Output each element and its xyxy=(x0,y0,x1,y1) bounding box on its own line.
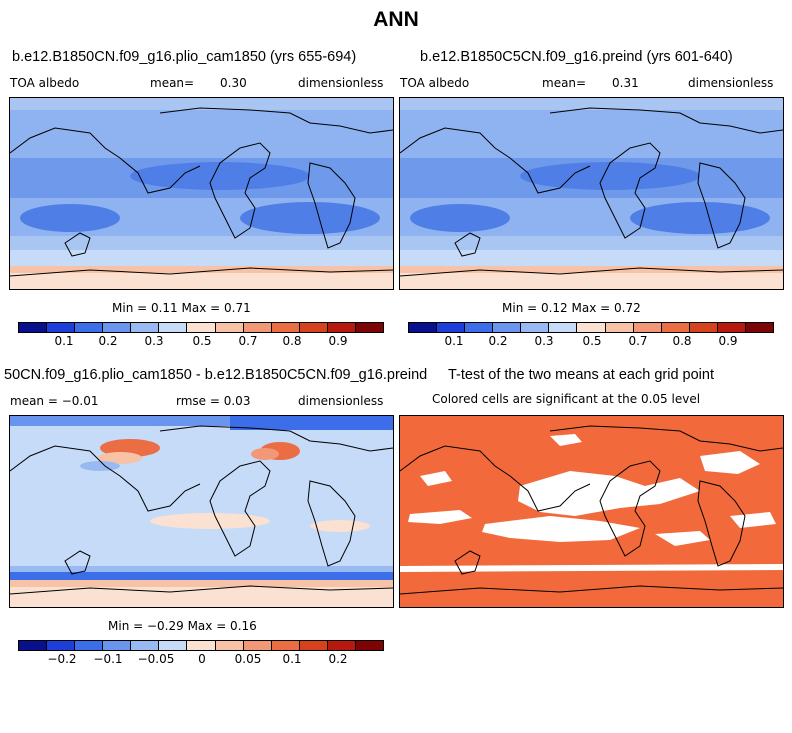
colorbar-tick-label: 0.3 xyxy=(534,334,554,348)
colorbar-swatch xyxy=(187,323,216,332)
colorbar-tick-label: 0.9 xyxy=(328,334,348,348)
colorbar-swatch xyxy=(327,323,356,332)
colorbar-tick-label: 0.1 xyxy=(54,334,74,348)
colorbar-swatch xyxy=(243,641,272,650)
colorbar-abs-right xyxy=(408,322,774,333)
colorbar-tick-label: 0.1 xyxy=(444,334,464,348)
colorbar-swatch xyxy=(493,323,522,332)
colorbar-tick-label: −0.2 xyxy=(47,652,77,666)
colorbar-tick-label: 0.7 xyxy=(628,334,648,348)
colorbar-abs-left xyxy=(18,322,384,333)
colorbar-tick-label: 0 xyxy=(198,652,206,666)
colorbar-swatch xyxy=(355,323,384,332)
panel4-subtitle: Colored cells are significant at the 0.0… xyxy=(432,392,701,406)
colorbar-abs-left-ticks: 0.1 0.2 0.3 0.5 0.7 0.8 0.9 xyxy=(18,334,384,350)
panel1-map-svg xyxy=(10,98,393,289)
colorbar-tick-label: 0.3 xyxy=(144,334,164,348)
colorbar-swatch xyxy=(215,323,244,332)
colorbar-swatch xyxy=(661,323,690,332)
colorbar-swatch xyxy=(187,641,216,650)
panel3-units: dimensionless xyxy=(298,394,384,408)
page-title: ANN xyxy=(373,8,419,31)
colorbar-swatch xyxy=(521,323,550,332)
colorbar-tick-label: −0.05 xyxy=(137,652,175,666)
colorbar-tick-label: 0.5 xyxy=(192,334,212,348)
colorbar-swatch xyxy=(131,323,160,332)
panel3-map xyxy=(9,415,394,608)
panel2-variable: TOA albedo xyxy=(400,76,470,90)
panel2-mean-label: mean= xyxy=(542,76,587,90)
colorbar-tick-label: 0.8 xyxy=(672,334,692,348)
colorbar-swatch xyxy=(75,641,104,650)
colorbar-tick-label: 0.2 xyxy=(328,652,348,666)
colorbar-tick-label: −0.1 xyxy=(93,652,123,666)
panel2-mean-value: 0.31 xyxy=(612,76,639,90)
colorbar-swatch xyxy=(75,323,104,332)
colorbar-swatch xyxy=(103,641,132,650)
colorbar-swatch xyxy=(47,323,76,332)
panel2-units: dimensionless xyxy=(688,76,774,90)
colorbar-tick-label: 0.2 xyxy=(488,334,508,348)
colorbar-swatch xyxy=(299,641,328,650)
colorbar-swatch xyxy=(159,323,188,332)
colorbar-tick-label: 0.05 xyxy=(234,652,262,666)
panel4-map xyxy=(399,415,784,608)
colorbar-swatch xyxy=(103,323,132,332)
colorbar-swatch xyxy=(19,641,48,650)
colorbar-tick-label: 0.8 xyxy=(282,334,302,348)
panel2-title: b.e12.B1850C5CN.f09_g16.preind (yrs 601-… xyxy=(420,49,733,65)
colorbar-tick-label: 0.5 xyxy=(582,334,602,348)
panel1-title: b.e12.B1850CN.f09_g16.plio_cam1850 (yrs … xyxy=(12,49,357,65)
panel3-rmse: rmse = 0.03 xyxy=(176,394,251,408)
panel2-map-svg xyxy=(400,98,783,289)
colorbar-swatch xyxy=(437,323,466,332)
panel4-title: T-test of the two means at each grid poi… xyxy=(448,367,714,383)
colorbar-swatch xyxy=(633,323,662,332)
colorbar-swatch xyxy=(717,323,746,332)
colorbar-tick-label: 0.7 xyxy=(238,334,258,348)
colorbar-swatch xyxy=(605,323,634,332)
colorbar-swatch xyxy=(465,323,494,332)
panel1-mean-value: 0.30 xyxy=(220,76,247,90)
panel1-units: dimensionless xyxy=(298,76,384,90)
colorbar-swatch xyxy=(745,323,774,332)
panel3-minmax: Min = −0.29 Max = 0.16 xyxy=(108,619,257,633)
colorbar-diff xyxy=(18,640,384,651)
colorbar-swatch xyxy=(299,323,328,332)
colorbar-tick-label: 0.9 xyxy=(718,334,738,348)
colorbar-swatch xyxy=(47,641,76,650)
colorbar-swatch xyxy=(689,323,718,332)
colorbar-swatch xyxy=(159,641,188,650)
colorbar-swatch xyxy=(549,323,578,332)
panel1-map xyxy=(9,97,394,290)
panel3-map-svg xyxy=(10,416,393,607)
panel3-mean: mean = −0.01 xyxy=(10,394,99,408)
panel2-minmax: Min = 0.12 Max = 0.72 xyxy=(502,301,641,315)
colorbar-tick-label: 0.2 xyxy=(98,334,118,348)
panel1-mean-label: mean= xyxy=(150,76,195,90)
colorbar-swatch xyxy=(409,323,438,332)
colorbar-swatch xyxy=(19,323,48,332)
colorbar-abs-right-ticks: 0.1 0.2 0.3 0.5 0.7 0.8 0.9 xyxy=(408,334,774,350)
panel1-variable: TOA albedo xyxy=(10,76,80,90)
panel3-title: 50CN.f09_g16.plio_cam1850 - b.e12.B1850C… xyxy=(4,367,428,383)
panel4-map-svg xyxy=(400,416,783,607)
colorbar-swatch xyxy=(577,323,606,332)
colorbar-swatch xyxy=(131,641,160,650)
colorbar-tick-label: 0.1 xyxy=(282,652,302,666)
colorbar-swatch xyxy=(355,641,384,650)
colorbar-swatch xyxy=(271,323,300,332)
colorbar-swatch xyxy=(243,323,272,332)
colorbar-diff-ticks: −0.2 −0.1 −0.05 0 0.05 0.1 0.2 xyxy=(18,652,384,668)
panel2-map xyxy=(399,97,784,290)
insignificant-cells xyxy=(400,434,783,572)
colorbar-swatch xyxy=(327,641,356,650)
colorbar-swatch xyxy=(271,641,300,650)
colorbar-swatch xyxy=(215,641,244,650)
panel1-minmax: Min = 0.11 Max = 0.71 xyxy=(112,301,251,315)
